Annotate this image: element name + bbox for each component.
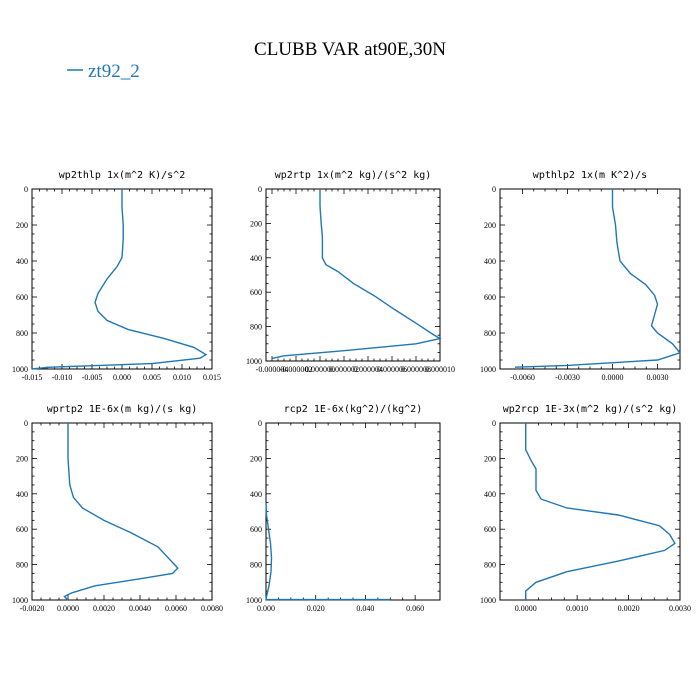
y-tick-label: 0: [258, 419, 262, 428]
x-tick-label: 0.0030: [647, 373, 669, 382]
y-tick-label: 0: [258, 185, 262, 194]
x-tick-label: 0.000004: [353, 365, 383, 374]
series-line-1: [271, 189, 442, 360]
y-tick-label: 600: [484, 525, 496, 534]
x-tick-label: 0.000000: [305, 365, 335, 374]
x-tick-label: 0.0060: [165, 604, 187, 613]
y-tick-label: 1000: [246, 357, 262, 366]
x-tick-label: 0.040: [356, 604, 374, 613]
x-tick-label: 0.000002: [329, 365, 359, 374]
subplot-6: wp2rcp 1E-3x(m^2 kg)/(s^2 kg) 0 200 400 600 8…: [480, 404, 691, 613]
x-tick-label: 0.020: [307, 604, 325, 613]
y-tick-label: 200: [16, 454, 28, 463]
plot-frame: [499, 188, 681, 370]
y-tick-label: 400: [250, 490, 262, 499]
x-tick-label: 0.015: [203, 373, 221, 382]
x-tick-label: 0.0080: [201, 604, 223, 613]
x-tick-label: 0.0020: [93, 604, 115, 613]
x-tick-label: -0.000002: [280, 365, 313, 374]
x-tick-label: -0.000004: [256, 365, 289, 374]
x-tick-label: 0.060: [406, 604, 424, 613]
y-tick-label: 400: [16, 490, 28, 499]
y-tick-label: 0: [492, 419, 496, 428]
subplot-title: wprtp2 1E-6x(m kg)/(s kg): [47, 404, 198, 415]
y-tick-label: 400: [484, 257, 496, 266]
x-tick-label: -0.0020: [20, 604, 45, 613]
y-tick-label: 800: [484, 329, 496, 338]
y-tick-label: 800: [250, 561, 262, 570]
figure-legend: zt92_2: [67, 61, 140, 82]
x-tick-label: 0.000: [113, 373, 131, 382]
y-tick-label: 1000: [480, 365, 496, 374]
y-tick-label: 1000: [12, 365, 28, 374]
y-tick-label: 0: [24, 185, 28, 194]
y-tick-label: 200: [250, 219, 262, 228]
x-tick-label: -0.0060: [510, 373, 535, 382]
x-tick-label: 0.0040: [129, 604, 151, 613]
plot-frame: [265, 188, 441, 362]
subplot-3: wpthlp2 1x(m K^2)/s 0 200 400 600 800 1000 -0.0…: [480, 170, 682, 382]
x-tick-label: 0.000: [257, 604, 275, 613]
y-tick-label: 600: [250, 288, 262, 297]
x-tick-label: 0.005: [143, 373, 161, 382]
x-tick-label: 0.0030: [669, 604, 691, 613]
series-line-1: [514, 189, 682, 368]
legend-label: zt92_2: [88, 61, 140, 82]
y-tick-label: 400: [16, 257, 28, 266]
subplot-2: wp2rtp 1x(m^2 kg)/(s^2 kg) 0 200 400 600 800 1…: [246, 170, 455, 374]
y-tick-label: 800: [16, 329, 28, 338]
x-tick-label: 0.0000: [515, 604, 537, 613]
y-tick-label: 0: [492, 185, 496, 194]
y-tick-label: 600: [250, 525, 262, 534]
y-tick-label: 1000: [12, 596, 28, 605]
y-tick-label: 400: [250, 254, 262, 263]
subplot-1: wp2thlp 1x(m^2 K)/s^202004006008001000-0…: [12, 170, 221, 382]
figure-title: CLUBB VAR at90E,30N: [254, 39, 446, 60]
y-tick-label: 400: [484, 490, 496, 499]
y-tick-label: 600: [484, 293, 496, 302]
subplot-grid: wp2thlp 1x(m^2 K)/s^202004006008001000-0…: [12, 170, 691, 613]
x-tick-label: 0.0000: [602, 373, 624, 382]
y-tick-label: 1000: [480, 596, 496, 605]
x-tick-label: 0.0000: [57, 604, 79, 613]
y-tick-label: 200: [484, 221, 496, 230]
x-tick-label: 0.010: [173, 373, 191, 382]
y-tick-label: 800: [484, 561, 496, 570]
series-line-1: [525, 423, 676, 600]
subplot-title: wp2rtp 1x(m^2 kg)/(s^2 kg): [275, 170, 432, 181]
plot-frame: [265, 422, 441, 601]
subplot-title: wp2rcp 1E-3x(m^2 kg)/(s^2 kg): [503, 404, 678, 415]
x-tick-label: -0.005: [82, 373, 103, 382]
y-tick-label: 200: [484, 454, 496, 463]
y-tick-label: 200: [250, 454, 262, 463]
x-tick-label: 0.000006: [377, 365, 407, 374]
series-line-1: [265, 502, 391, 601]
y-tick-label: 600: [16, 293, 28, 302]
subplot-title: rcp2 1E-6x(kg^2)/(kg^2): [284, 404, 422, 415]
y-tick-label: 1000: [246, 596, 262, 605]
plot-frame: [31, 422, 213, 601]
subplot-4: wprtp2 1E-6x(m kg)/(s kg) 0 200 400 600 800 10…: [12, 404, 223, 613]
x-tick-label: 0.000008: [401, 365, 431, 374]
series-line-1: [31, 189, 208, 370]
y-tick-label: 200: [16, 221, 28, 230]
x-tick-label: 0.0020: [618, 604, 640, 613]
x-tick-label: -0.015: [22, 373, 43, 382]
x-tick-label: -0.0030: [555, 373, 580, 382]
y-tick-label: 0: [24, 419, 28, 428]
x-tick-label: 0.000010: [425, 365, 455, 374]
y-tick-label: 600: [16, 525, 28, 534]
y-tick-label: 800: [250, 323, 262, 332]
y-tick-label: 800: [16, 561, 28, 570]
subplot-title: wp2thlp 1x(m^2 K)/s^2: [59, 170, 185, 181]
subplot-5: rcp2 1E-6x(kg^2)/(kg^2) 0 200 400 600 800 1000…: [246, 404, 441, 613]
subplot-title: wpthlp2 1x(m K^2)/s: [533, 170, 647, 181]
series-line-1: [63, 423, 179, 601]
x-tick-label: -0.010: [52, 373, 73, 382]
x-tick-label: 0.0010: [566, 604, 588, 613]
